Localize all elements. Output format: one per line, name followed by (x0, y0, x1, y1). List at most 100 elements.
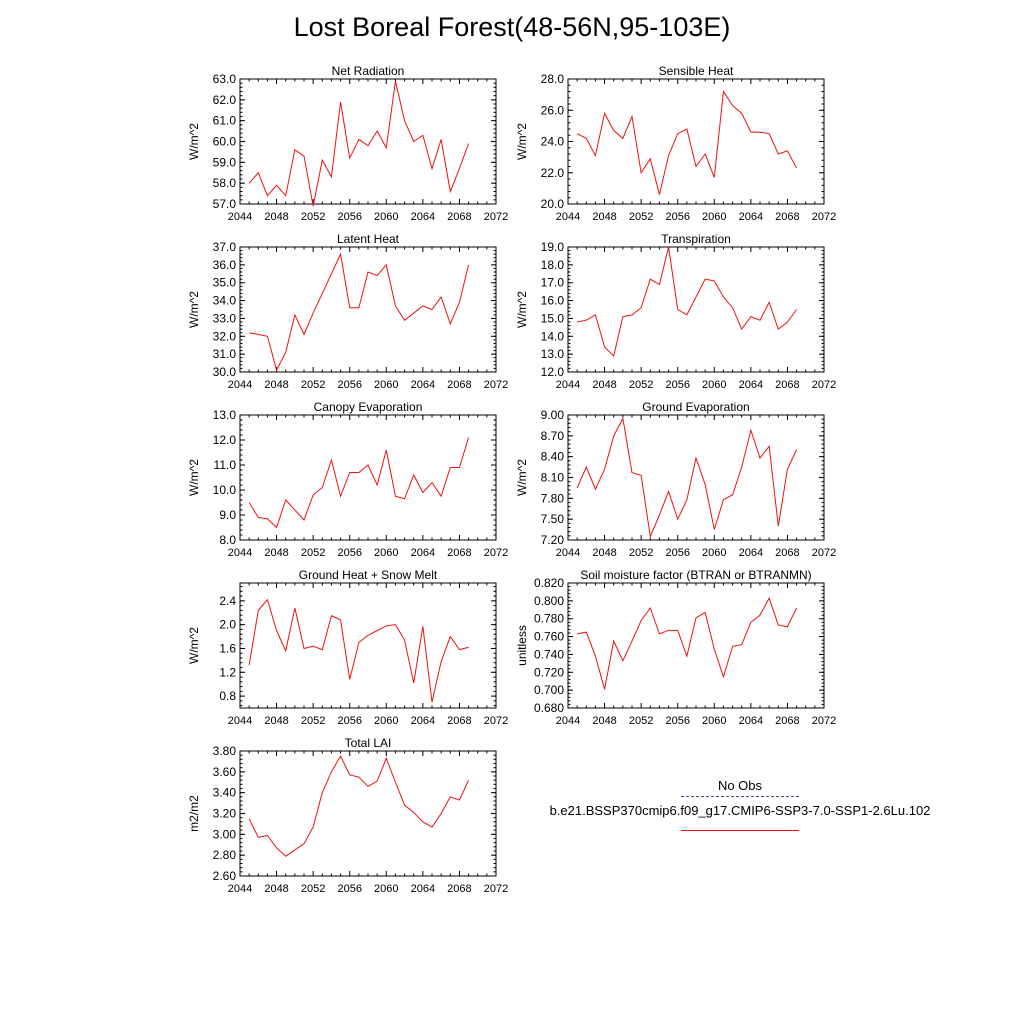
y-tick-label: 14.0 (541, 329, 565, 343)
legend-swatch-model (681, 830, 799, 831)
x-tick-label: 2048 (592, 547, 616, 559)
x-tick-label: 2068 (775, 547, 799, 559)
y-tick-label: 8.0 (219, 533, 236, 547)
figure-title: Lost Boreal Forest(48-56N,95-103E) (293, 12, 731, 42)
y-tick-label: 7.80 (541, 491, 565, 505)
y-tick-label: 2.0 (219, 618, 236, 632)
x-tick-label: 2052 (301, 211, 325, 223)
plot-frame (567, 582, 825, 709)
x-tick-label: 2052 (301, 379, 325, 391)
y-tick-label: 13.0 (213, 408, 237, 422)
legend-swatch-obs (681, 796, 799, 797)
panel-title: Soil moisture factor (BTRAN or BTRANMN) (580, 568, 811, 582)
y-axis-label: unitless (515, 625, 529, 666)
y-tick-label: 8.40 (541, 450, 565, 464)
panel-7: Ground Heat + Snow Melt W/m^2 2044 2048 2052… (187, 568, 508, 727)
panel-title: Latent Heat (337, 232, 400, 246)
panel-2: Sensible Heat W/m^2 2044 2048 2052 2056 2060 20… (515, 64, 836, 223)
y-tick-label: 7.50 (541, 512, 565, 526)
y-tick-label: 0.820 (534, 576, 564, 590)
legend: No Obs b.e21.BSSP370cmip6.f09_g17.CMIP6-… (520, 778, 960, 833)
y-tick-label: 2.80 (213, 848, 237, 862)
y-tick-label: 26.0 (541, 103, 565, 117)
x-tick-label: 2064 (739, 547, 763, 559)
y-tick-label: 15.0 (541, 311, 565, 325)
y-tick-label: 20.0 (541, 197, 565, 211)
y-tick-label: 60.0 (213, 135, 237, 149)
y-tick-label: 11.0 (214, 458, 237, 472)
plot-frame (567, 246, 825, 373)
y-axis-label: W/m^2 (515, 291, 529, 328)
y-tick-label: 10.0 (213, 483, 237, 497)
x-tick-label: 2044 (228, 379, 252, 391)
y-axis-label: W/m^2 (515, 459, 529, 496)
panel-1: Net Radiation W/m^2 2044 2048 2052 2056 2060 20… (187, 64, 508, 223)
x-tick-label: 2052 (629, 547, 653, 559)
y-axis-label: W/m^2 (187, 627, 201, 664)
x-tick-label: 2072 (812, 211, 836, 223)
x-tick-label: 2064 (411, 715, 435, 727)
panel-9: Total LAI m2/m2 2044 2048 2052 2056 2060 2064 20… (187, 736, 508, 895)
x-tick-label: 2060 (374, 547, 398, 559)
panel-5: Canopy Evaporation W/m^2 2044 2048 2052 2056 2… (187, 400, 508, 559)
x-tick-label: 2064 (411, 379, 435, 391)
y-tick-label: 2.60 (213, 869, 237, 883)
y-tick-label: 8.10 (541, 471, 565, 485)
panel-title: Sensible Heat (659, 64, 734, 78)
y-tick-label: 36.0 (213, 258, 237, 272)
series-line (249, 252, 470, 372)
x-tick-label: 2072 (812, 547, 836, 559)
x-tick-label: 2072 (484, 883, 508, 895)
y-tick-label: 3.80 (213, 744, 237, 758)
y-tick-label: 37.0 (213, 240, 237, 254)
y-axis-label: m2/m2 (187, 795, 201, 832)
y-tick-label: 16.0 (541, 294, 565, 308)
y-tick-label: 1.6 (219, 641, 236, 655)
series-line (576, 416, 798, 539)
y-tick-label: 0.780 (534, 612, 564, 626)
x-tick-label: 2044 (556, 379, 580, 391)
series-line (248, 80, 470, 207)
y-tick-label: 1.2 (219, 665, 236, 679)
y-tick-label: 57.0 (213, 197, 237, 211)
legend-item-obs: No Obs (520, 778, 960, 797)
plot-frame (239, 582, 497, 709)
plot-frame (567, 78, 825, 205)
x-tick-label: 2072 (484, 715, 508, 727)
x-tick-label: 2060 (374, 715, 398, 727)
y-tick-label: 3.20 (213, 807, 237, 821)
y-tick-label: 24.0 (541, 135, 565, 149)
x-tick-label: 2072 (484, 211, 508, 223)
x-tick-label: 2048 (264, 379, 288, 391)
panel-title: Total LAI (345, 736, 392, 750)
x-tick-label: 2068 (447, 715, 471, 727)
y-tick-label: 61.0 (213, 114, 237, 128)
x-tick-label: 2056 (337, 715, 361, 727)
legend-item-model: b.e21.BSSP370cmip6.f09_g17.CMIP6-SSP3-7.… (520, 803, 960, 831)
x-tick-label: 2048 (592, 715, 616, 727)
x-tick-label: 2064 (411, 883, 435, 895)
y-tick-label: 31.0 (213, 347, 237, 361)
y-axis-label: W/m^2 (187, 291, 201, 328)
panel-4: Transpiration W/m^2 2044 2048 2052 2056 2060 20… (515, 232, 836, 391)
y-tick-label: 3.00 (213, 827, 237, 841)
y-tick-label: 0.680 (534, 701, 564, 715)
y-tick-label: 7.20 (541, 533, 565, 547)
y-tick-label: 22.0 (541, 166, 565, 180)
y-tick-label: 8.70 (541, 429, 565, 443)
x-tick-label: 2072 (812, 715, 836, 727)
legend-label-model: b.e21.BSSP370cmip6.f09_g17.CMIP6-SSP3-7.… (549, 803, 931, 818)
y-tick-label: 19.0 (541, 240, 565, 254)
x-tick-label: 2072 (484, 379, 508, 391)
x-tick-label: 2056 (337, 883, 361, 895)
x-tick-label: 2060 (374, 883, 398, 895)
x-tick-label: 2064 (411, 211, 435, 223)
x-tick-label: 2044 (556, 211, 580, 223)
x-tick-label: 2052 (629, 715, 653, 727)
y-tick-label: 62.0 (213, 93, 237, 107)
series-line (248, 598, 469, 703)
y-tick-label: 9.0 (219, 508, 236, 522)
x-tick-label: 2060 (702, 715, 726, 727)
y-tick-label: 3.40 (213, 786, 237, 800)
x-tick-label: 2052 (629, 211, 653, 223)
